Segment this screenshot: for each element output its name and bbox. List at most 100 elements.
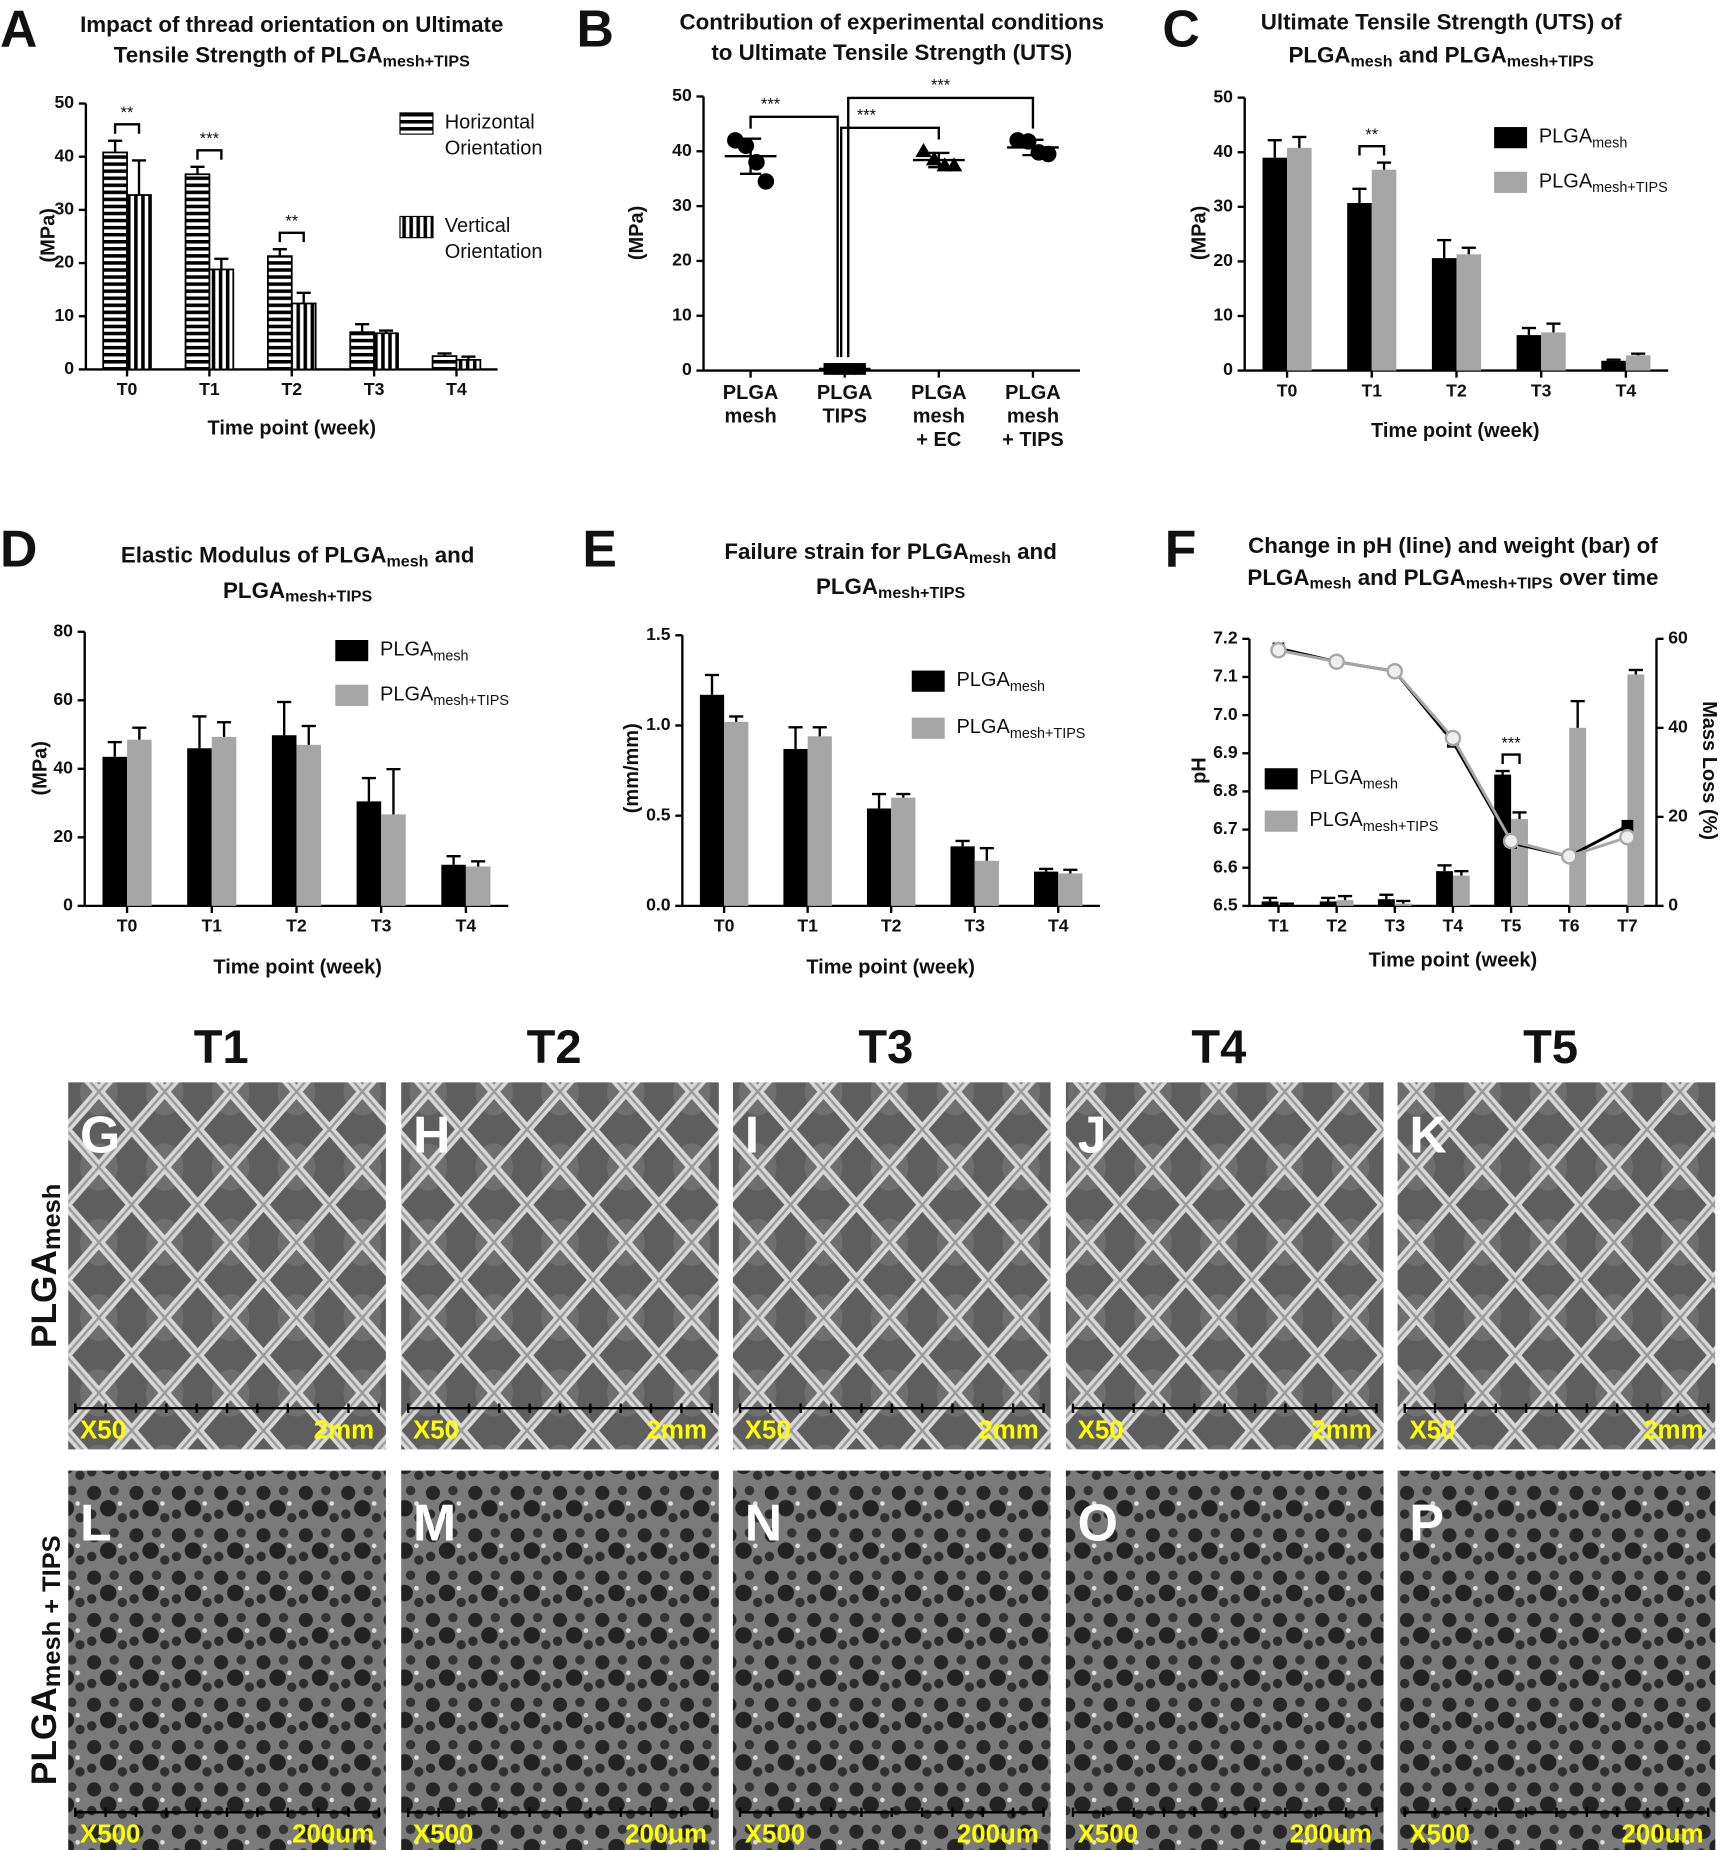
y-tick-label: 30 xyxy=(672,195,692,215)
bar xyxy=(102,756,128,906)
text-segment: + TIPS xyxy=(1002,429,1064,451)
legend-swatch xyxy=(911,717,945,739)
text-line: Change in pH (line) and weight (bar) of xyxy=(1248,533,1658,558)
y2-tick-label: 40 xyxy=(1668,716,1688,736)
scale-label: 200um xyxy=(292,1821,374,1849)
text-line: to Ultimate Tensile Strength (UTS) xyxy=(711,40,1072,65)
text-segment: PLGA xyxy=(956,717,1010,739)
x-tick-label: T0 xyxy=(117,379,138,399)
text-line: mesh xyxy=(913,406,965,428)
text-segment: mesh xyxy=(1007,406,1059,428)
subscript: mesh xyxy=(1310,575,1352,593)
micrograph xyxy=(401,1470,719,1850)
text-segment: Horizontal xyxy=(445,112,535,134)
bar xyxy=(1261,901,1279,906)
text-line: TIPS xyxy=(822,406,866,428)
legend-swatch xyxy=(1494,127,1528,149)
text-segment: Orientation xyxy=(445,138,543,160)
text-segment: PLGA xyxy=(911,382,967,404)
magnification: X500 xyxy=(80,1821,140,1849)
subscript: mesh xyxy=(1351,53,1393,71)
legend-swatch xyxy=(911,670,945,692)
y-tick-label: 0 xyxy=(64,358,74,378)
y-tick-label: 40 xyxy=(1213,141,1233,161)
text-line: Failure strain for PLGAmesh and xyxy=(724,539,1057,567)
x-tick-label: T1 xyxy=(1361,380,1382,400)
y-tick-label: 30 xyxy=(1213,195,1233,215)
panel-letter: O xyxy=(1078,1494,1118,1552)
marker xyxy=(915,143,932,158)
text-segment: PLGA xyxy=(380,639,434,661)
bar xyxy=(1627,674,1645,906)
marker xyxy=(1621,819,1634,832)
bar xyxy=(1347,203,1372,371)
bar xyxy=(1319,901,1337,906)
bar xyxy=(950,846,975,906)
y2-axis-label: Mass Loss (%) xyxy=(1698,701,1720,840)
text-line: Impact of thread orientation on Ultimate xyxy=(80,12,503,37)
magnification: X500 xyxy=(413,1821,473,1849)
x-tick-label: T3 xyxy=(364,379,385,399)
legend-swatch xyxy=(399,215,434,239)
text-line: PLGAmesh xyxy=(956,669,1045,694)
text-segment: over time xyxy=(1553,565,1659,590)
subscript: mesh xyxy=(969,549,1011,567)
y-tick-label: 6.8 xyxy=(1213,780,1238,800)
y-tick-label: 7.2 xyxy=(1213,627,1238,647)
y-tick-label: 80 xyxy=(53,620,73,640)
subscript: mesh xyxy=(38,1184,66,1250)
bar xyxy=(783,748,808,906)
scale-label: 2mm xyxy=(1643,1417,1703,1445)
text-line: PLGAmesh+TIPS xyxy=(1309,809,1438,834)
marker xyxy=(1444,729,1462,747)
micrograph xyxy=(68,1082,386,1450)
scale-label: 2mm xyxy=(1311,1417,1371,1445)
text-line: PLGAmesh+TIPS xyxy=(956,717,1085,742)
legend-swatch xyxy=(1264,768,1298,790)
text-segment: Orientation xyxy=(445,241,543,263)
magnification: X50 xyxy=(1078,1417,1124,1445)
significance-bracket xyxy=(1358,144,1386,156)
bar xyxy=(1431,258,1457,371)
y-tick-label: 10 xyxy=(1213,305,1233,325)
bar xyxy=(102,151,128,371)
magnification: X500 xyxy=(1078,1821,1138,1849)
text-segment: and PLGA xyxy=(1352,565,1466,590)
scale-label: 200um xyxy=(957,1821,1039,1849)
bar xyxy=(455,358,482,371)
x-tick-label: T1 xyxy=(201,916,222,936)
bar xyxy=(1034,871,1059,906)
magnification: X500 xyxy=(745,1821,805,1849)
bar xyxy=(1456,254,1482,371)
micrograph xyxy=(1065,1470,1384,1850)
bar xyxy=(271,735,297,906)
subscript: mesh+TIPS xyxy=(433,693,509,709)
significance-bracket xyxy=(749,115,839,358)
bar xyxy=(1569,727,1587,906)
bar xyxy=(290,302,317,371)
x-tick-label: T4 xyxy=(446,379,467,399)
subscript: mesh xyxy=(1010,679,1045,695)
marker xyxy=(945,157,963,172)
bar xyxy=(1394,903,1412,906)
significance-label: *** xyxy=(857,106,877,124)
scale-label: 200um xyxy=(1622,1821,1704,1849)
legend-swatch xyxy=(335,684,369,706)
x-tick-label: T1 xyxy=(199,379,220,399)
bar xyxy=(724,721,749,906)
text-line: + TIPS xyxy=(1002,429,1064,451)
y-tick-label: 1.0 xyxy=(646,714,671,734)
y-tick-label: 20 xyxy=(672,250,692,270)
x-tick-label: T3 xyxy=(964,916,985,936)
bar xyxy=(1262,157,1288,371)
y-tick-label: 10 xyxy=(672,304,692,324)
text-segment: PLGA xyxy=(816,574,878,599)
column-label: T3 xyxy=(858,1020,913,1073)
x-tick-label: T5 xyxy=(1501,916,1522,936)
text-segment: Ultimate Tensile Strength (UTS) of xyxy=(1261,9,1622,34)
panel-letter: I xyxy=(745,1105,759,1163)
panel-letter: H xyxy=(413,1105,450,1163)
y-axis-label: pH xyxy=(1188,757,1210,784)
y-tick-label: 40 xyxy=(55,145,75,165)
text-line: PLGAmesh+TIPS xyxy=(223,578,372,606)
